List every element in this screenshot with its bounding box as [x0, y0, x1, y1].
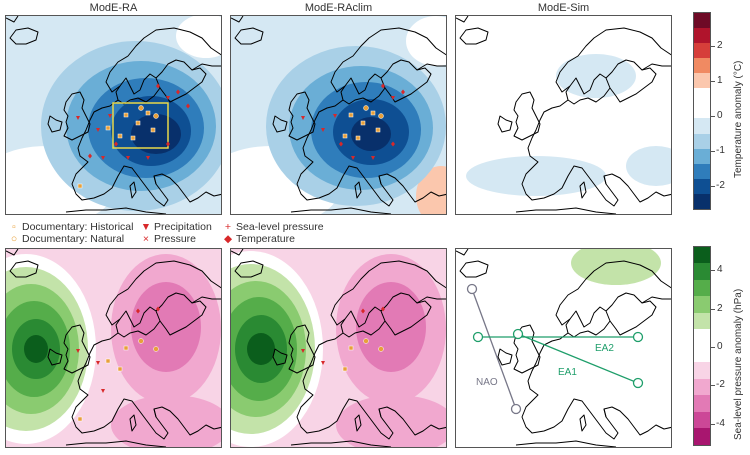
x-icon: ×: [142, 233, 150, 245]
colorbar-pressure: [693, 246, 711, 446]
colorbar-swatch: [694, 103, 710, 119]
colorbar-swatch: [694, 329, 710, 346]
ea2-label: EA2: [595, 343, 614, 354]
colorbar-swatch: [694, 43, 710, 59]
temp-tick: 0: [717, 110, 723, 121]
panel-title-moderaclim: ModE-RAclim: [304, 2, 373, 14]
legend-sea-level-pressure: + Sea-level pressure: [222, 221, 324, 233]
legend-pressure: × Pressure: [140, 233, 196, 245]
colorbar-swatch: [694, 58, 710, 74]
panel-title-moderA: ModE-RA: [89, 2, 138, 14]
temp-tick: 2: [717, 40, 723, 51]
colorbar-swatch: [694, 378, 710, 396]
legend-documentary-natural: ○ Documentary: Natural: [8, 233, 124, 245]
map-panel-modera-temperature: [5, 15, 222, 215]
map-panel-modesim-indices: NAO EA2 EA1: [455, 248, 672, 448]
colorbar-swatch: [694, 428, 710, 445]
plus-icon: +: [224, 221, 232, 233]
pres-tick: 2: [717, 303, 723, 314]
colorbar-swatch: [694, 362, 710, 379]
pres-tick: -4: [716, 418, 725, 429]
nao-label: NAO: [476, 377, 498, 388]
map-panel-moderaclim-pressure: [230, 248, 447, 448]
colorbar-swatch: [694, 312, 710, 330]
pressure-axis-label: Sea-level pressure anomaly (hPa): [733, 288, 744, 440]
map-panel-moderaclim-temperature: [230, 15, 447, 215]
square-icon: ▫: [12, 221, 16, 233]
colorbar-swatch: [694, 133, 710, 149]
temp-tick: -1: [716, 145, 725, 156]
pres-tick: 0: [717, 341, 723, 352]
colorbar-swatch: [694, 13, 710, 29]
colorbar-swatch: [694, 88, 710, 104]
legend-precipitation: ▼ Precipitation: [140, 221, 212, 233]
map-panel-modera-pressure: [5, 248, 222, 448]
legend-temperature: ◆ Temperature: [223, 233, 295, 245]
ea1-label: EA1: [558, 367, 577, 378]
temperature-axis-label: Temperature anomaly (°C): [733, 60, 744, 178]
colorbar-swatch: [694, 73, 710, 89]
temp-tick: 1: [717, 75, 723, 86]
temp-tick: -2: [716, 180, 725, 191]
panel-title-modesim: ModE-Sim: [537, 2, 590, 14]
pres-tick: -2: [716, 379, 725, 390]
map-panel-modesim-temperature: [455, 15, 672, 215]
colorbar-swatch: [694, 345, 710, 363]
circle-icon: ○: [10, 233, 18, 245]
legend-documentary-historical: ▫ Documentary: Historical: [8, 221, 133, 233]
colorbar-swatch: [694, 28, 710, 44]
colorbar-swatch: [694, 247, 710, 264]
colorbar-swatch: [694, 148, 710, 164]
pres-tick: 4: [717, 264, 723, 275]
colorbar-swatch: [694, 193, 710, 209]
colorbar-swatch: [694, 178, 710, 194]
colorbar-temperature: [693, 12, 711, 210]
colorbar-swatch: [694, 279, 710, 297]
triangle-down-icon: ▼: [140, 221, 152, 233]
diamond-icon: ◆: [223, 233, 233, 245]
colorbar-swatch: [694, 411, 710, 429]
colorbar-swatch: [694, 296, 710, 313]
colorbar-swatch: [694, 163, 710, 179]
colorbar-swatch: [694, 118, 710, 134]
colorbar-swatch: [694, 395, 710, 412]
colorbar-swatch: [694, 263, 710, 280]
